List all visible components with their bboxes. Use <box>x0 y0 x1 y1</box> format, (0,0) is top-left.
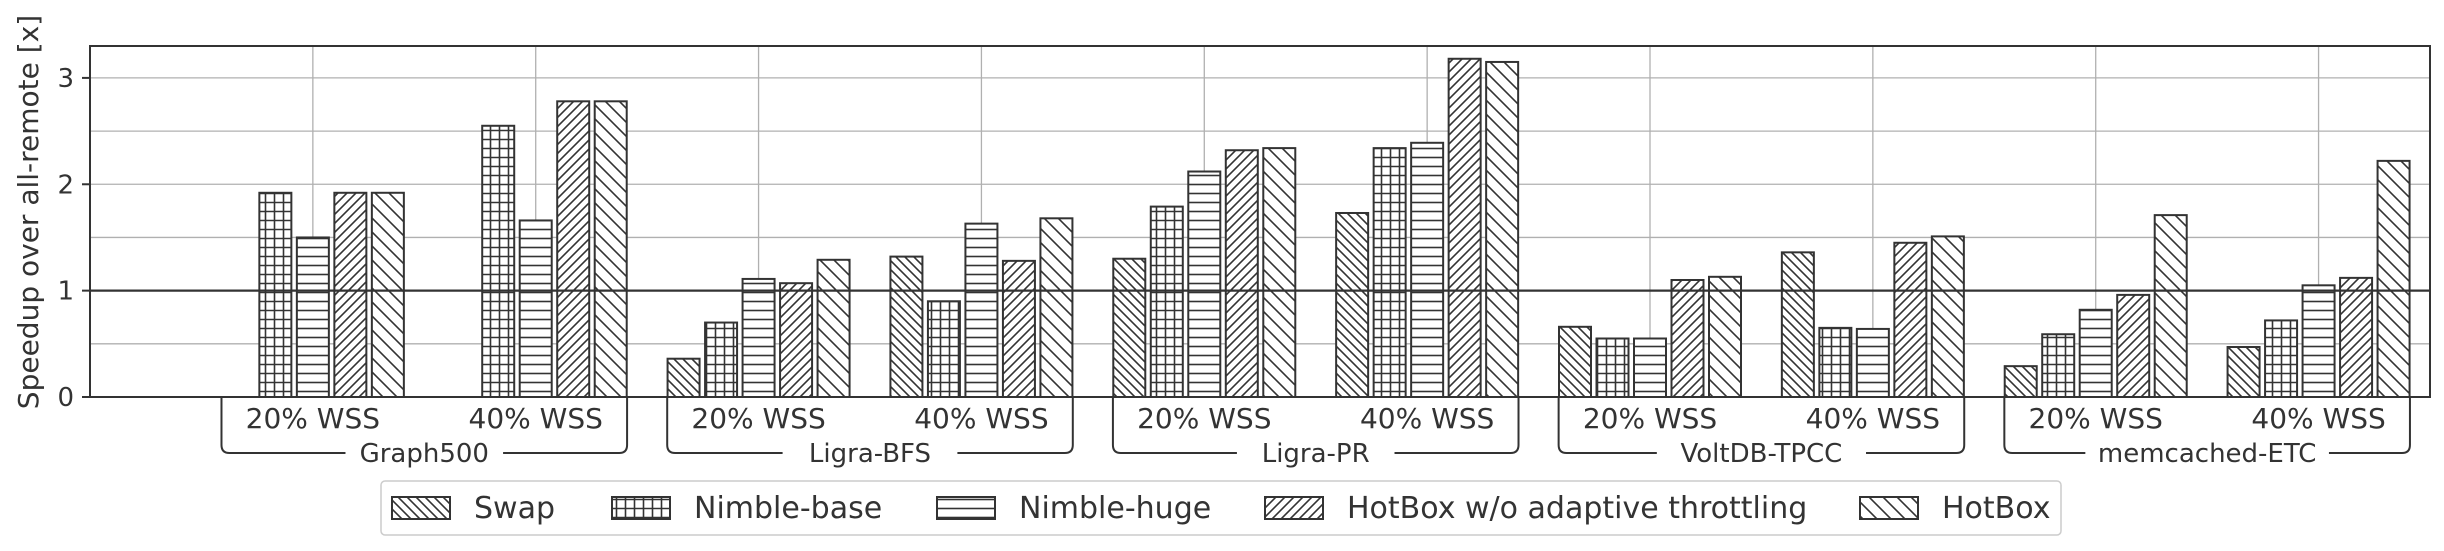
y-tick-label: 2 <box>57 170 74 200</box>
condition-label: 20% WSS <box>691 402 825 435</box>
condition-label: 40% WSS <box>914 402 1048 435</box>
bar <box>333 191 368 398</box>
bar <box>666 357 701 398</box>
condition-label: 20% WSS <box>2029 402 2163 435</box>
legend-label: HotBox <box>1942 491 2050 526</box>
condition-label: 40% WSS <box>1806 402 1940 435</box>
condition-label: 40% WSS <box>2251 402 2385 435</box>
legend-label: Swap <box>474 491 555 526</box>
bar <box>1893 241 1928 398</box>
bar <box>1708 275 1742 398</box>
benchmark-bracket <box>2003 397 2411 454</box>
bar <box>1001 259 1036 399</box>
bar <box>1224 149 1259 398</box>
condition-label: 40% WSS <box>469 402 603 435</box>
bar <box>1149 205 1184 398</box>
benchmark-label: memcached-ETC <box>2098 439 2316 469</box>
bar <box>1780 251 1815 398</box>
bar <box>2301 284 2336 398</box>
bar <box>1039 217 1074 398</box>
y-tick-label: 0 <box>57 383 74 413</box>
bar <box>1447 57 1482 398</box>
legend-swatch <box>936 496 996 520</box>
condition-label: 20% WSS <box>246 402 380 435</box>
bar <box>1930 235 1965 398</box>
benchmark-bracket <box>1557 397 1966 454</box>
legend-swatch <box>1859 496 1919 520</box>
legend: Swap Nimble-base Nimble-huge HotBox w/o ada… <box>380 480 2062 536</box>
bar <box>1410 141 1445 398</box>
bar <box>704 321 739 398</box>
y-tick-label: 3 <box>57 64 74 94</box>
bar <box>1335 211 1370 398</box>
axes: 0 1 2 3 <box>57 45 2431 413</box>
legend-frame <box>380 480 2062 536</box>
legend-swatch <box>391 496 451 520</box>
bar <box>926 300 961 399</box>
bar <box>593 100 628 399</box>
condition-label: 20% WSS <box>1137 402 1271 435</box>
bar <box>2116 293 2151 398</box>
bar <box>2153 214 2188 398</box>
legend-swatch <box>611 496 671 520</box>
bar <box>556 100 591 399</box>
condition-label: 20% WSS <box>1583 402 1717 435</box>
bar <box>370 191 405 398</box>
bar <box>481 124 516 398</box>
bar <box>2339 276 2374 399</box>
bar <box>1633 337 1667 398</box>
x-axis-labels: 20% WSS 40% WSS 20% WSS 40% WSS 20% WSS 40% W… <box>220 397 2411 469</box>
benchmark-bracket <box>220 397 629 454</box>
bar <box>2003 365 2038 398</box>
bar <box>2041 333 2076 398</box>
benchmark-label: VoltDB-TPCC <box>1681 439 1843 469</box>
bar <box>779 282 814 399</box>
plot-frame <box>89 45 2431 398</box>
bar <box>1670 279 1705 398</box>
bar <box>1818 326 1853 399</box>
benchmark-label: Graph500 <box>360 439 489 469</box>
legend-swatch <box>1264 496 1324 520</box>
bars <box>258 57 2411 399</box>
bar <box>816 258 851 399</box>
bar <box>2078 308 2113 399</box>
bar <box>741 277 776 399</box>
bar <box>295 236 330 398</box>
y-tick-label: 1 <box>57 277 74 307</box>
bar <box>2376 159 2411 398</box>
bar <box>1595 337 1630 398</box>
y-axis-label: Speedup over all-remote [x] <box>12 15 45 409</box>
benchmark-label: Ligra-PR <box>1262 439 1370 469</box>
benchmark-bracket <box>666 397 1074 454</box>
benchmark-label: Ligra-BFS <box>809 439 931 469</box>
bar <box>518 219 553 398</box>
legend-label: Nimble-base <box>694 491 882 526</box>
bar <box>964 222 999 398</box>
benchmark-bracket <box>1111 397 1520 454</box>
bar <box>1855 327 1890 398</box>
bar <box>2264 319 2299 398</box>
bar <box>889 255 924 398</box>
bar <box>1558 325 1592 398</box>
bar <box>2226 346 2261 399</box>
bar <box>1187 170 1222 398</box>
legend-label: HotBox w/o adaptive throttling <box>1347 491 1807 526</box>
condition-label: 40% WSS <box>1360 402 1494 435</box>
bar <box>1112 257 1147 398</box>
bar <box>258 191 293 398</box>
bar <box>1262 147 1297 398</box>
bar <box>1485 60 1520 398</box>
bar <box>1372 147 1407 398</box>
legend-label: Nimble-huge <box>1019 491 1211 526</box>
